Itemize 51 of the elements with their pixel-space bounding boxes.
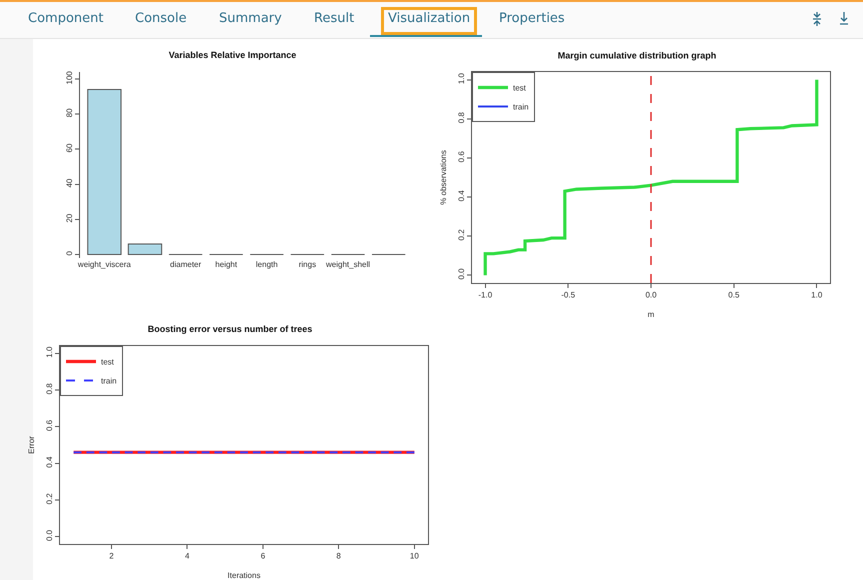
- text: Result: [314, 11, 354, 26]
- text: Summary: [219, 11, 282, 26]
- y-tick-label: 0: [64, 250, 74, 256]
- y-tick-label: 80: [64, 108, 74, 118]
- y-tick-label: 0.2: [456, 228, 466, 240]
- y-tick-label: 60: [64, 143, 74, 152]
- chart-title: Variables Relative Importance: [168, 50, 296, 60]
- chart-title: Margin cumulative distribution graph: [558, 50, 716, 61]
- x-axis-title: Iterations: [228, 571, 260, 580]
- text: Component: [28, 11, 104, 26]
- y-tick-label: 0.0: [44, 529, 54, 542]
- x-tick-label: diameter: [170, 260, 202, 269]
- legend-label: train: [101, 376, 117, 386]
- x-tick-label: height: [215, 260, 238, 269]
- legend-label: test: [101, 358, 115, 367]
- y-axis-title: Error: [27, 436, 36, 454]
- x-tick-label: 0.5: [728, 290, 740, 300]
- chart-title: Boosting error versus number of trees: [148, 324, 312, 334]
- y-tick-label: 0.6: [456, 150, 466, 162]
- y-tick-label: 0.8: [44, 382, 54, 394]
- y-tick-label: 0.6: [44, 419, 54, 432]
- x-tick-label: rings: [298, 260, 316, 269]
- y-tick-label: 0.8: [456, 112, 466, 124]
- y-tick-label: 1.0: [456, 72, 466, 84]
- x-tick-label: 2: [109, 552, 114, 561]
- text: Console: [135, 11, 187, 26]
- y-tick-label: 0.4: [44, 456, 54, 468]
- x-tick-label: weight_shell: [325, 260, 370, 269]
- text: Properties: [499, 11, 565, 26]
- legend-label: test: [513, 84, 527, 93]
- y-tick-label: 20: [64, 213, 74, 223]
- y-tick-label: 0.4: [456, 190, 466, 202]
- x-tick-label: 8: [336, 552, 342, 561]
- x-tick-label: weight_viscera: [76, 260, 132, 269]
- y-tick-label: 1.0: [44, 346, 54, 358]
- x-tick-label: 0.0: [645, 290, 658, 300]
- x-tick-label: 1.0: [811, 290, 823, 300]
- legend-label: train: [513, 102, 529, 112]
- y-axis-title: % observations: [439, 150, 448, 205]
- x-tick-label: 10: [410, 552, 420, 561]
- x-tick-label: length: [256, 260, 278, 269]
- x-tick-label: 4: [184, 552, 190, 561]
- y-tick-label: 40: [64, 178, 74, 188]
- x-tick-label: 6: [260, 552, 266, 561]
- x-axis-title: m: [648, 310, 655, 319]
- x-tick-label: -0.5: [561, 290, 576, 300]
- y-tick-label: 100: [64, 70, 74, 84]
- line-series: [484, 78, 818, 277]
- y-tick-label: 0.2: [44, 492, 54, 504]
- x-tick-label: -1.0: [478, 290, 493, 300]
- text: Visualization: [388, 11, 470, 26]
